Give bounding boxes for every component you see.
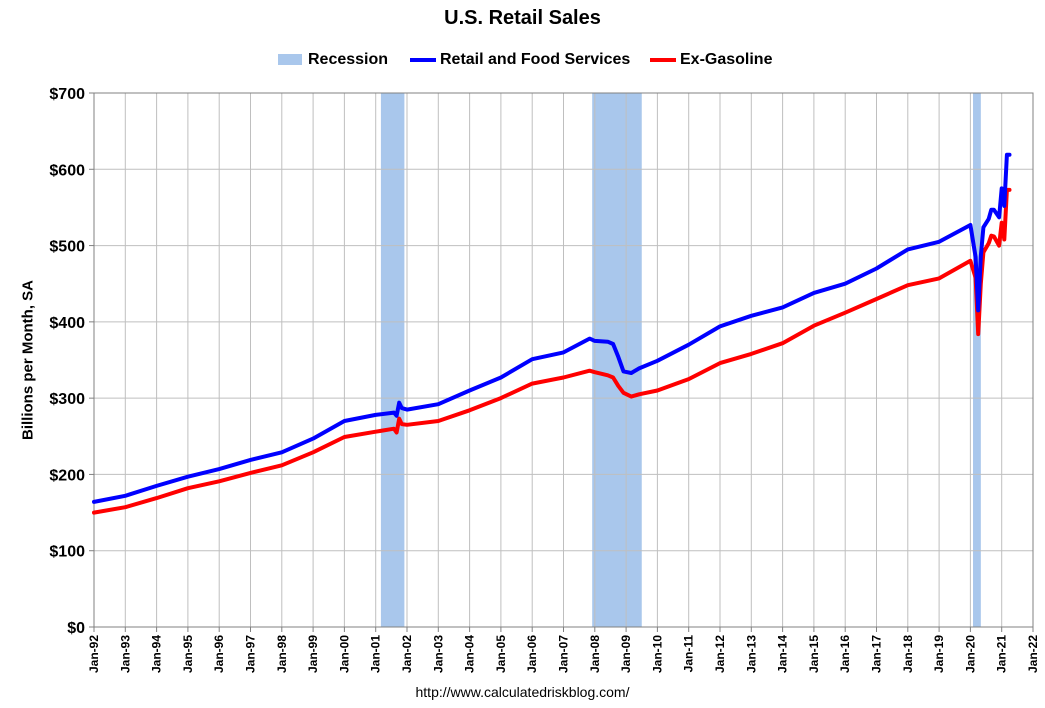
x-tick-label: Jan-16 xyxy=(838,635,852,673)
recession-band-1 xyxy=(380,93,405,627)
x-tick-label: Jan-00 xyxy=(337,635,351,673)
series-line-retail-food-services xyxy=(92,152,1012,504)
x-tick-label: Jan-04 xyxy=(463,635,477,673)
x-tick-label: Jan-05 xyxy=(494,635,508,673)
x-tick-label: Jan-95 xyxy=(181,635,195,673)
legend-line-retail xyxy=(410,58,436,62)
x-tick-label: Jan-02 xyxy=(400,635,414,673)
legend-swatch-recession xyxy=(278,54,302,65)
legend-label-recession: Recession xyxy=(308,51,389,68)
x-tick-label: Jan-22 xyxy=(1026,635,1040,673)
x-tick-label: Jan-11 xyxy=(682,635,696,673)
x-tick-label: Jan-07 xyxy=(557,635,571,673)
legend-line-ex-gasoline xyxy=(650,58,676,62)
recession-band-2 xyxy=(592,93,642,627)
x-tick-label: Jan-93 xyxy=(118,635,132,673)
x-tick-label: Jan-10 xyxy=(650,635,664,673)
y-tick-label: $600 xyxy=(49,162,85,179)
source-url: http://www.calculatedriskblog.com/ xyxy=(415,684,630,700)
recession-band-3 xyxy=(973,93,981,627)
y-tick-label: $400 xyxy=(49,315,85,332)
x-tick-label: Jan-17 xyxy=(870,635,884,673)
x-tick-label: Jan-18 xyxy=(901,635,915,673)
x-tick-label: Jan-14 xyxy=(776,635,790,673)
legend-label-retail: Retail and Food Services xyxy=(440,51,631,68)
x-tick-label: Jan-96 xyxy=(212,635,226,673)
series-line-ex-gasoline xyxy=(92,187,1012,515)
y-tick-label: $100 xyxy=(49,544,85,561)
y-tick-label: $200 xyxy=(49,467,85,484)
x-tick-label: Jan-19 xyxy=(932,635,946,673)
x-tick-label: Jan-08 xyxy=(588,635,602,673)
x-tick-label: Jan-03 xyxy=(431,635,445,673)
x-tick-label: Jan-99 xyxy=(306,635,320,673)
x-tick-label: Jan-09 xyxy=(619,635,633,673)
legend-label-ex-gasoline: Ex-Gasoline xyxy=(680,51,773,68)
x-tick-label: Jan-98 xyxy=(275,635,289,673)
plot-border xyxy=(93,92,1034,628)
x-tick-label: Jan-13 xyxy=(744,635,758,673)
x-tick-label: Jan-15 xyxy=(807,635,821,673)
x-tick-label: Jan-01 xyxy=(369,635,383,673)
x-tick-label: Jan-97 xyxy=(244,635,258,673)
y-tick-label: $300 xyxy=(49,391,85,408)
x-tick-label: Jan-94 xyxy=(150,635,164,673)
chart-title: U.S. Retail Sales xyxy=(444,7,601,29)
x-tick-label: Jan-20 xyxy=(963,635,977,673)
x-tick-label: Jan-12 xyxy=(713,635,727,673)
y-tick-label: $500 xyxy=(49,239,85,256)
x-tick-label: Jan-92 xyxy=(87,635,101,673)
x-tick-label: Jan-06 xyxy=(525,635,539,673)
y-tick-label: $700 xyxy=(49,86,85,103)
x-tick-label: Jan-21 xyxy=(995,635,1009,673)
y-tick-label: $0 xyxy=(67,620,85,637)
